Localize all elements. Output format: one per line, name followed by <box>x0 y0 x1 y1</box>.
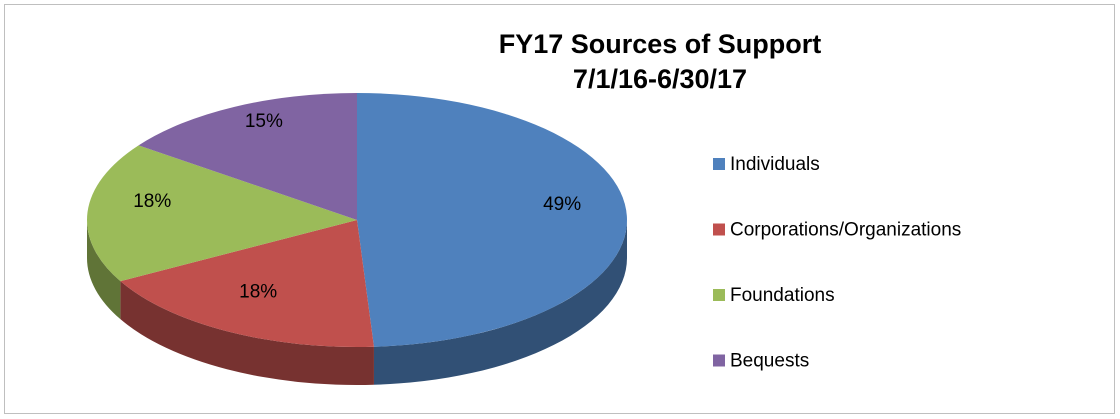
legend-swatch <box>713 158 725 170</box>
chart-title: FY17 Sources of Support <box>499 29 822 59</box>
pie-slice <box>138 93 357 220</box>
pie-slice <box>120 220 374 347</box>
pie-slice-side <box>87 220 121 320</box>
data-label: 15% <box>245 111 283 132</box>
pie-slice-side <box>373 220 627 385</box>
legend-label: Foundations <box>730 285 835 306</box>
legend-swatch <box>713 289 725 301</box>
data-label: 18% <box>239 282 277 303</box>
legend-label: Corporations/Organizations <box>730 220 961 241</box>
legend-label: Individuals <box>730 154 820 175</box>
chart-subtitle: 7/1/16-6/30/17 <box>573 64 747 94</box>
pie-slice <box>357 93 627 347</box>
legend-label: Bequests <box>730 351 809 372</box>
pie-slice <box>86 145 357 282</box>
legend-swatch <box>713 354 725 367</box>
data-label: 18% <box>133 191 171 212</box>
legend-swatch <box>713 223 725 236</box>
data-label: 49% <box>543 194 581 215</box>
pie-slice-side <box>120 281 374 385</box>
